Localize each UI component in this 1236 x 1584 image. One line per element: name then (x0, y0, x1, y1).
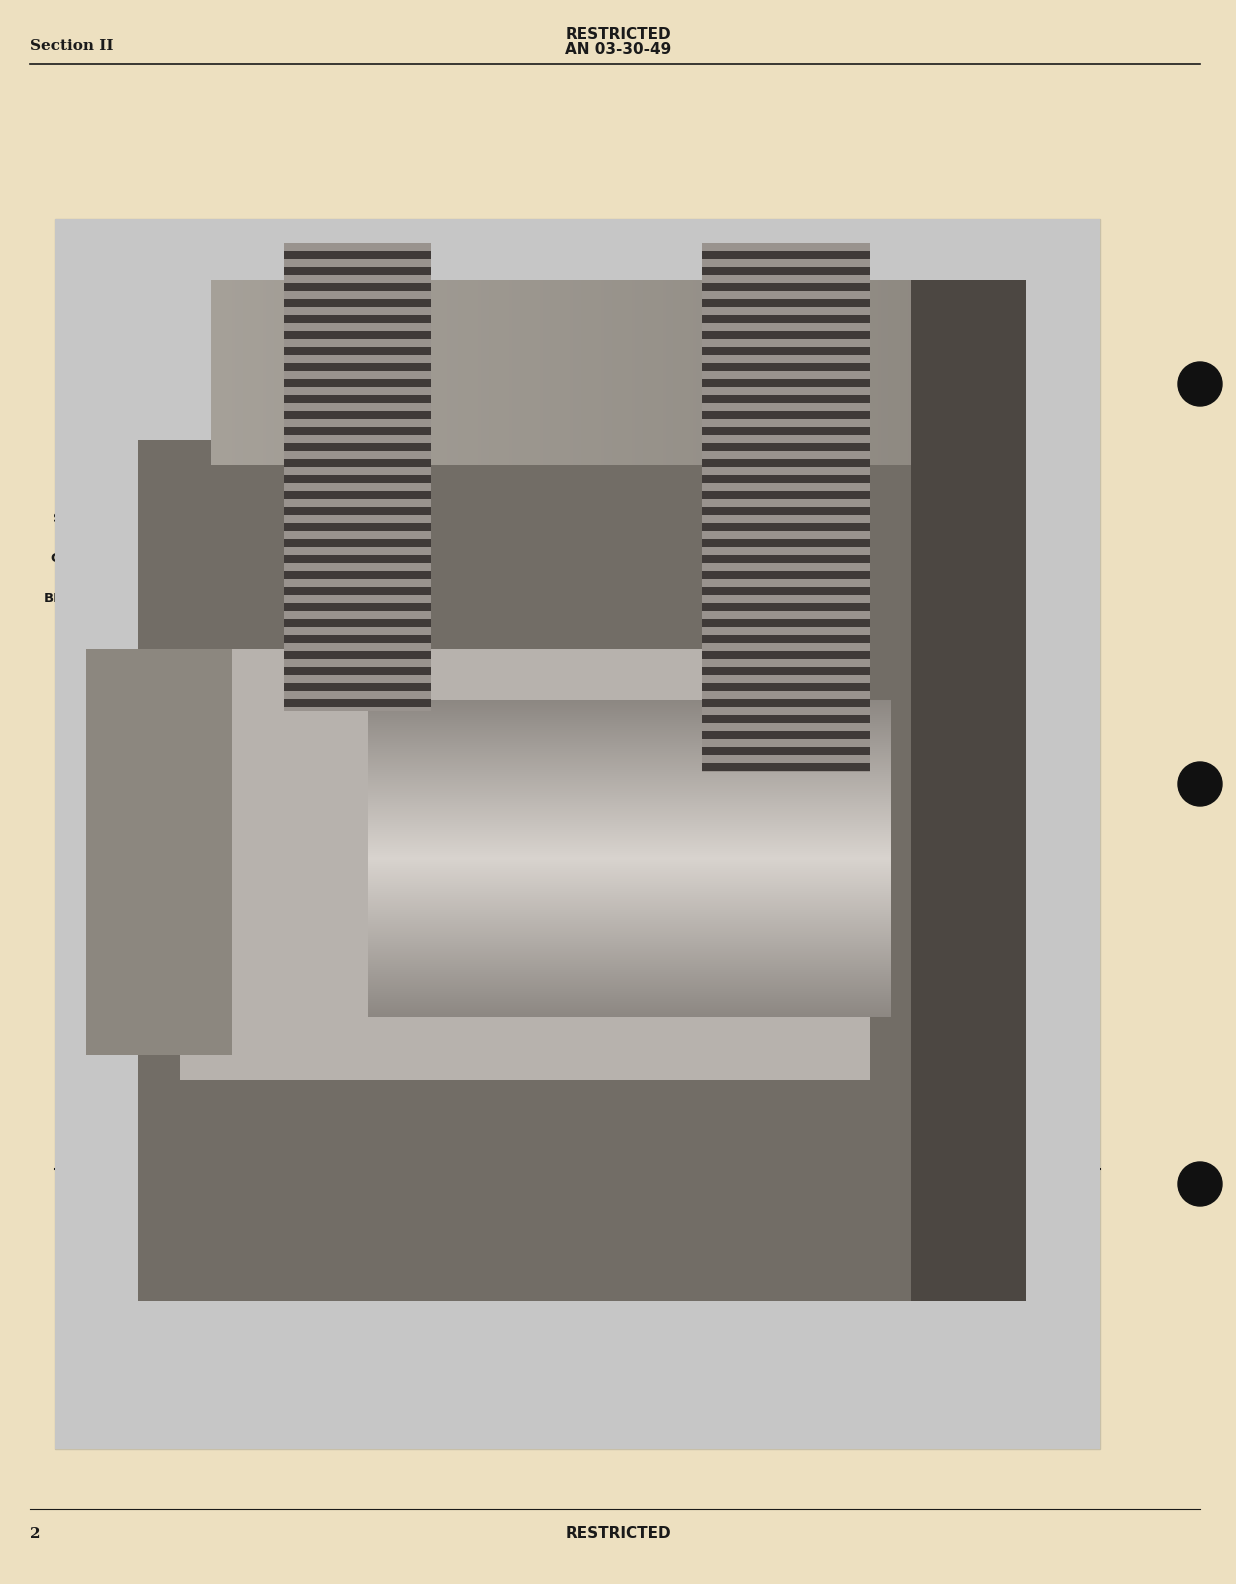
Text: SPRING: SPRING (53, 513, 110, 526)
Text: RESTRICTED: RESTRICTED (565, 1527, 671, 1541)
Text: SCREW: SCREW (373, 1147, 426, 1161)
Text: Figure 2—Cut-Away View of Two Way Selector Valve: Figure 2—Cut-Away View of Two Way Select… (361, 1198, 800, 1212)
Text: GASKET: GASKET (51, 553, 110, 565)
Circle shape (1178, 1163, 1222, 1205)
Text: 2: 2 (30, 1527, 41, 1541)
Text: Section II: Section II (30, 40, 114, 52)
Text: POPPET: POPPET (185, 238, 245, 250)
Circle shape (1178, 762, 1222, 806)
Text: PACKING: PACKING (512, 252, 577, 266)
Text: LOCKNUT: LOCKNUT (575, 228, 645, 241)
Circle shape (1178, 363, 1222, 406)
Text: CAP: CAP (80, 472, 110, 486)
Text: RESTRICTED: RESTRICTED (565, 27, 671, 43)
Text: AN 03-30-49: AN 03-30-49 (565, 43, 671, 57)
Text: SCREW: SCREW (674, 252, 727, 266)
Bar (54, 219, 1100, 1449)
Text: CAM: CAM (373, 238, 407, 250)
Text: PISTON: PISTON (552, 1147, 608, 1161)
Text: BEARING: BEARING (43, 592, 110, 605)
